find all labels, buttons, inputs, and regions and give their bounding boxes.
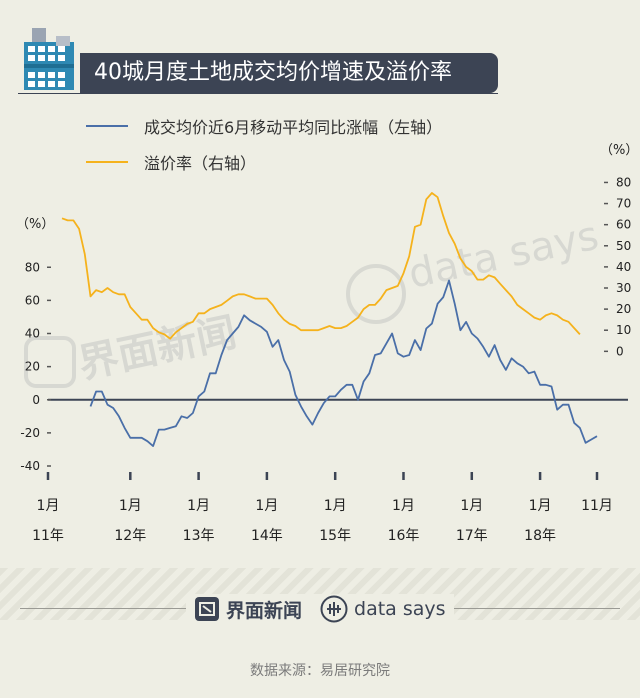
footer: 界面新闻 data says 数据来源：易居研究院: [0, 568, 640, 698]
legend-swatch-orange: [86, 161, 128, 163]
data-source: 数据来源：易居研究院: [250, 663, 390, 679]
right-tick-label: 50: [616, 239, 631, 253]
right-tick-label: 30: [616, 281, 631, 295]
left-tick-label: 40: [25, 327, 40, 341]
right-tick-label: 60: [616, 218, 631, 232]
right-tick-label: 40: [616, 260, 631, 274]
x-tick-year: 14年: [251, 528, 283, 544]
right-tick-label: 0: [616, 344, 624, 358]
legend-item-orange: 溢价率（右轴）: [86, 150, 256, 174]
x-tick-month: 1月: [392, 498, 415, 514]
left-tick-label: 80: [25, 260, 40, 274]
chart-title: 40城月度土地成交均价增速及溢价率: [80, 53, 498, 93]
left-tick-label: 60: [25, 293, 40, 307]
x-tick-month: 1月: [255, 498, 278, 514]
datasays-brand-text: data says: [354, 598, 446, 620]
left-tick-label: -20: [20, 426, 40, 440]
right-axis-unit: （%）: [600, 143, 638, 158]
x-tick-month: 1月: [119, 498, 142, 514]
right-tick-label: 70: [616, 197, 631, 211]
watermark-datasays-text: data says: [405, 213, 603, 298]
x-tick-month: 1月: [324, 498, 347, 514]
x-tick-month: 1月: [529, 498, 552, 514]
x-tick-year: 15年: [319, 528, 351, 544]
x-tick-year: 16年: [388, 528, 420, 544]
series-line-premium-rate: [61, 192, 581, 340]
legend-label-blue: 成交均价近6月移动平均同比涨幅（左轴）: [144, 118, 443, 137]
x-tick-year: 11年: [32, 528, 64, 544]
x-tick-month: 1月: [187, 498, 210, 514]
x-tick-year: 18年: [524, 528, 556, 544]
line-chart: 界面新闻 data says （%） （%） 80 60 40 20 0 -20 -40 8…: [16, 143, 638, 544]
x-tick-month: 11月: [581, 498, 613, 514]
x-tick-year: 17年: [456, 528, 488, 544]
watermark-datasays-icon: [346, 264, 406, 324]
series-line-price-growth: [89, 279, 598, 448]
right-tick-label: 10: [616, 323, 631, 337]
left-tick-label: -40: [20, 459, 40, 473]
footer-brand: 界面新闻 data says: [186, 594, 454, 624]
x-tick-year: 13年: [183, 528, 215, 544]
left-axis-unit: （%）: [16, 217, 54, 232]
left-tick-label: 0: [32, 393, 40, 407]
watermark-brand-text: 界面新闻: [75, 310, 241, 388]
watermark-brand-icon: [24, 336, 76, 388]
left-tick-label: 20: [25, 360, 40, 374]
x-tick-month: 1月: [460, 498, 483, 514]
right-tick-label: 20: [616, 302, 631, 316]
jiemian-brand-text: 界面新闻: [226, 599, 303, 622]
right-tick-label: 80: [616, 175, 631, 189]
building-logo-icon: [24, 28, 74, 90]
legend-swatch-blue: [86, 125, 128, 127]
x-tick-month: 1月: [37, 498, 60, 514]
title-underline: [18, 93, 498, 94]
legend-item-blue: 成交均价近6月移动平均同比涨幅（左轴）: [86, 114, 442, 138]
legend-label-orange: 溢价率（右轴）: [144, 154, 257, 173]
x-tick-year: 12年: [114, 528, 146, 544]
jiemian-logo-icon: [195, 597, 219, 621]
datasays-logo-icon: [320, 595, 348, 623]
